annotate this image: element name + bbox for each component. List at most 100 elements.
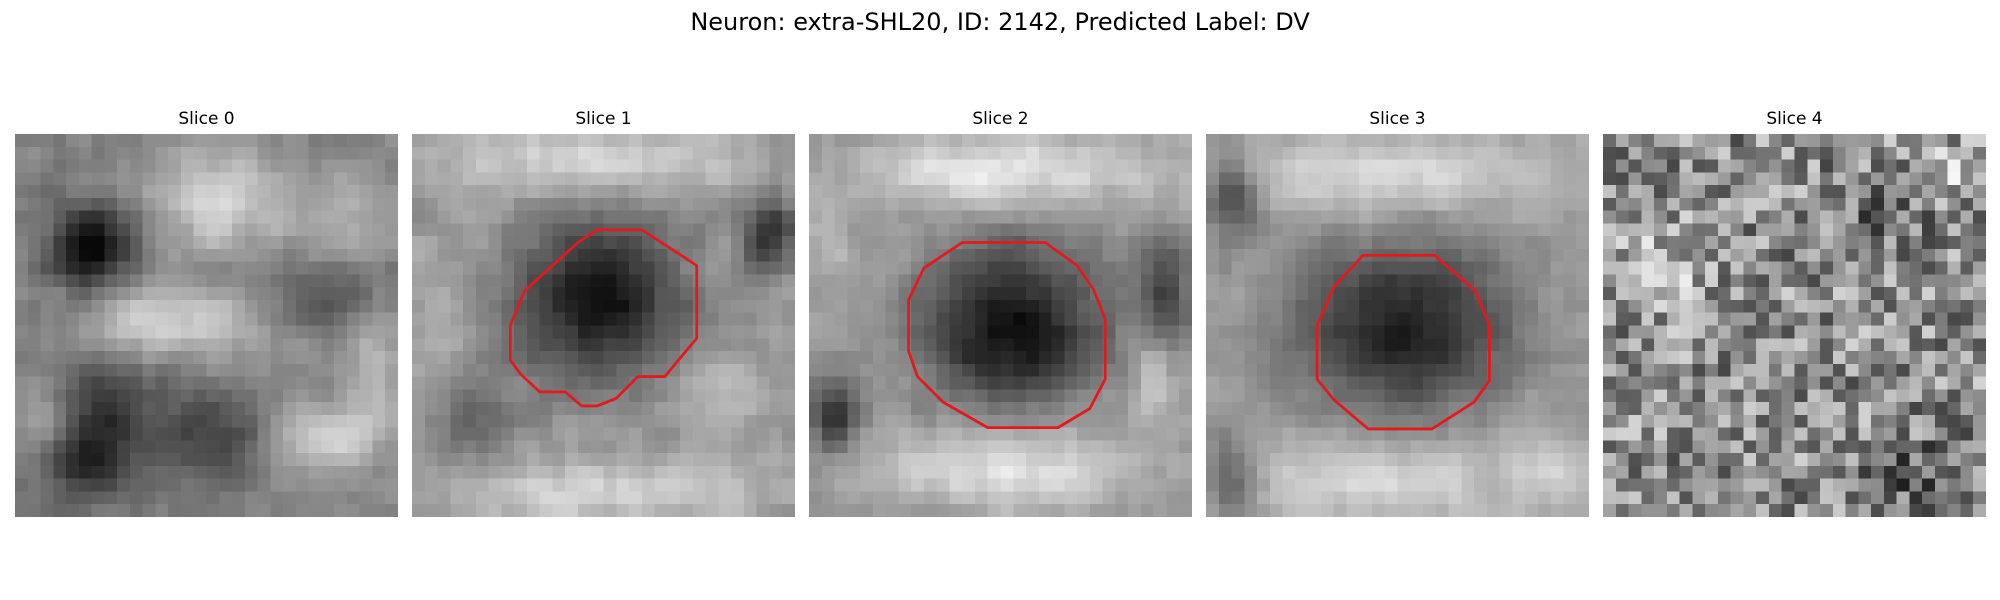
pixel — [40, 465, 54, 479]
pixel — [1013, 453, 1027, 467]
pixel — [1820, 312, 1834, 326]
pixel — [641, 363, 655, 377]
pixel — [295, 159, 309, 173]
pixel — [1218, 197, 1232, 211]
pixel — [692, 453, 706, 467]
pixel — [1883, 440, 1897, 454]
pixel — [641, 172, 655, 186]
pixel — [501, 465, 515, 479]
pixel — [346, 325, 360, 339]
pixel — [1730, 159, 1744, 173]
pixel — [923, 504, 937, 517]
pixel — [283, 261, 297, 275]
pixel — [117, 414, 131, 428]
pixel — [1115, 504, 1129, 517]
pixel — [1269, 287, 1283, 301]
pixel — [1794, 312, 1808, 326]
pixel — [1550, 248, 1564, 262]
pixel — [1140, 363, 1154, 377]
pixel — [1871, 504, 1885, 517]
pixel — [334, 236, 348, 250]
pixel — [1756, 146, 1770, 160]
pixel — [1576, 440, 1589, 454]
pixel — [987, 287, 1001, 301]
pixel — [1512, 351, 1526, 365]
pixel — [91, 376, 105, 390]
pixel — [1269, 236, 1283, 250]
pixel — [860, 465, 874, 479]
pixel — [1730, 504, 1744, 517]
pixel — [1435, 312, 1449, 326]
pixel — [923, 299, 937, 313]
pixel — [1435, 287, 1449, 301]
pixel — [450, 440, 464, 454]
pixel — [463, 134, 477, 148]
pixel — [78, 223, 92, 237]
pixel — [1153, 504, 1167, 517]
pixel — [1973, 134, 1986, 148]
pixel — [1140, 440, 1154, 454]
pixel — [295, 185, 309, 199]
pixel — [898, 274, 912, 288]
pixel — [1026, 351, 1040, 365]
pixel — [1257, 172, 1271, 186]
pixel — [1550, 351, 1564, 365]
pixel — [1832, 465, 1846, 479]
pixel — [1218, 146, 1232, 160]
pixel — [718, 363, 732, 377]
pixel — [1448, 197, 1462, 211]
pixel — [872, 414, 886, 428]
pixel — [308, 427, 322, 441]
pixel — [1820, 134, 1834, 148]
pixel — [270, 325, 284, 339]
pixel — [257, 414, 271, 428]
pixel — [1346, 453, 1360, 467]
pixel — [346, 402, 360, 416]
pixel — [756, 261, 770, 275]
pixel — [1973, 453, 1986, 467]
pixel — [1820, 210, 1834, 224]
pixel — [385, 185, 398, 199]
pixel — [1525, 338, 1539, 352]
pixel — [1448, 325, 1462, 339]
pixel — [1244, 274, 1258, 288]
pixel — [809, 427, 823, 441]
pixel — [155, 465, 169, 479]
pixel — [782, 197, 795, 211]
pixel — [1832, 312, 1846, 326]
pixel — [15, 491, 29, 505]
pixel — [1308, 453, 1322, 467]
pixel — [654, 299, 668, 313]
pixel — [577, 325, 591, 339]
pixel — [1231, 440, 1245, 454]
pixel — [1244, 146, 1258, 160]
pixel — [872, 338, 886, 352]
pixel — [142, 414, 156, 428]
pixel — [1781, 299, 1795, 313]
pixel — [872, 172, 886, 186]
pixel — [962, 504, 976, 517]
slice-image-1 — [412, 134, 795, 517]
pixel — [641, 159, 655, 173]
pixel — [372, 248, 386, 262]
pixel — [270, 376, 284, 390]
pixel — [1922, 299, 1936, 313]
pixel — [437, 453, 451, 467]
pixel — [53, 465, 67, 479]
pixel — [1807, 478, 1821, 492]
pixel — [616, 427, 630, 441]
pixel — [731, 325, 745, 339]
pixel — [654, 197, 668, 211]
pixel — [1692, 197, 1706, 211]
pixel — [565, 491, 579, 505]
pixel — [1435, 504, 1449, 517]
pixel — [1166, 363, 1180, 377]
pixel — [1654, 248, 1668, 262]
pixel — [1807, 185, 1821, 199]
pixel — [155, 491, 169, 505]
pixel — [1563, 453, 1577, 467]
pixel — [1179, 223, 1192, 237]
pixel — [1333, 312, 1347, 326]
pixel — [1269, 465, 1283, 479]
pixel — [514, 389, 528, 403]
